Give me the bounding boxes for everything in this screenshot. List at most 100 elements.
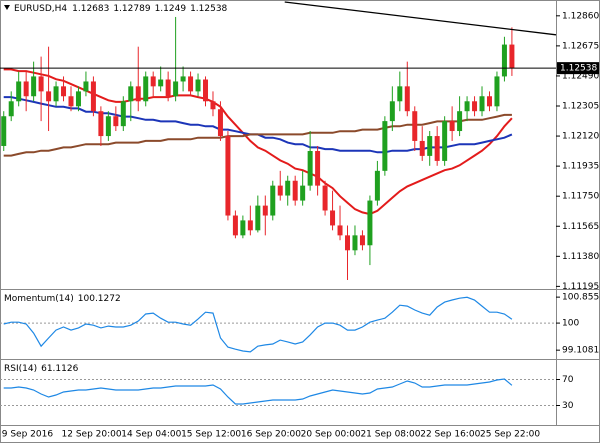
x-tick-label: 25 Sep 22:00 [480,430,540,440]
y-tick-label: 1.12490 [562,71,599,81]
candle-body [479,96,485,112]
candle-body [8,101,14,117]
candle-body [382,121,388,171]
candle-body [292,180,298,201]
chart-title: EURUSD,H4 1.12683 1.12789 1.1249 1.12538 [14,4,228,14]
candle-body [255,205,261,231]
candle-body [337,225,343,236]
open-value: 1.12683 [72,4,109,14]
candle-body [1,116,7,146]
candle-body [472,101,478,112]
candle-body [501,44,507,77]
candle-body [419,140,425,156]
candle-body [210,101,216,110]
candle-body [352,235,358,251]
y-tick-label: 1.11565 [562,222,599,232]
y-tick-label: 1.11380 [562,252,599,262]
candle-body [330,210,336,226]
candle-body [173,81,179,97]
low-value: 1.1249 [155,4,187,14]
candle-body [345,235,350,251]
y-tick-label: 1.12860 [562,11,599,21]
candle-body [322,185,328,211]
candle-body [509,44,515,69]
candle-body [225,136,231,216]
x-tick-label: 9 Sep 2016 [2,430,54,440]
candle-body [98,111,104,137]
candle-body [135,86,141,102]
x-tick-label: 16 Sep 20:00 [241,430,301,440]
candle-body [285,180,291,196]
candle-body [389,101,395,122]
candle-body [90,81,96,112]
candle-body [16,81,22,102]
menu-triangle [4,5,10,10]
y-tick-label: 1.11750 [562,192,599,202]
high-value: 1.12789 [113,4,150,14]
rsi-title: RSI(14) 61.1126 [4,364,79,374]
indicator-value: 100.1272 [78,294,121,304]
candle-body [277,185,283,196]
x-tick-label: 21 Sep 08:00 [360,430,420,440]
y-tick-label: 30 [562,401,574,411]
candle-body [120,101,126,127]
candle-body [150,76,156,87]
candle-body [158,79,164,87]
y-tick-label: 100.855 [562,293,599,303]
trendline [284,1,557,36]
current-price-box [557,62,599,75]
y-tick-label: 99.1081 [562,346,599,356]
candle-body [457,111,463,132]
candle-body [31,76,37,97]
candle-body [38,76,44,92]
indicator-line [3,296,513,353]
x-tick-label: 22 Sep 16:00 [420,430,480,440]
candle-body [113,116,119,127]
candle-body [434,136,440,161]
moving-average [3,113,512,157]
y-tick-label: 100 [562,319,579,329]
candle-body [188,76,194,92]
candle-body [300,185,306,201]
candle-body [195,79,201,92]
y-tick-label: 1.12675 [562,41,599,51]
y-tick-label: 1.12120 [562,132,599,142]
candle-body [464,101,470,112]
candle-body [307,151,313,186]
momentum-title: Momentum(14) 100.1272 [4,294,121,304]
candle-body [23,81,29,97]
candle-body [217,109,223,137]
candle-body [165,79,171,97]
candle-body [247,220,253,231]
candle-body [374,170,380,201]
candle-body [75,91,81,107]
candle-body [359,235,365,246]
candle-body [180,76,186,82]
symbol: EURUSD,H4 [14,4,67,14]
y-tick-label: 70 [562,375,574,385]
candle-body [397,86,403,102]
candle-body [262,205,268,216]
close-value: 1.12538 [190,4,227,14]
candle-body [449,121,455,132]
x-tick-label: 12 Sep 20:00 [62,430,122,440]
candle-body [203,79,209,102]
candle-body [367,200,373,246]
candle-body [53,86,59,102]
y-tick-label: 1.11935 [562,162,599,172]
candle-body [240,220,246,236]
x-tick-label: 14 Sep 04:00 [121,430,181,440]
candle-body [83,81,89,92]
candle-body [486,96,492,107]
candle-body [442,121,448,161]
candle-body [61,86,67,97]
moving-average [3,68,513,216]
candle-body [404,86,410,112]
candle-body [128,86,134,102]
candle-body [412,111,418,141]
candle-body [46,91,52,102]
